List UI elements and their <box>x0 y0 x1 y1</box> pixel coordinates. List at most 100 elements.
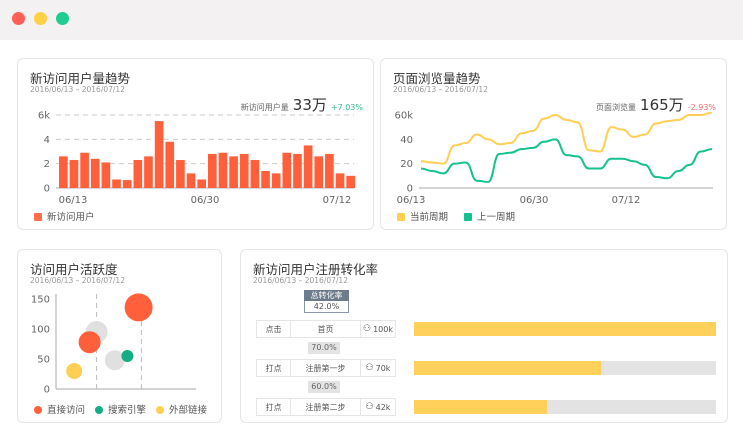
maximize-button[interactable] <box>56 12 69 25</box>
bar <box>250 160 260 188</box>
bar <box>80 152 89 188</box>
y-tick-label: 4 <box>44 135 50 146</box>
bar <box>314 156 324 188</box>
total-label: 总转化率 <box>304 290 349 301</box>
legend-swatch <box>34 213 42 221</box>
legend-swatch <box>464 213 473 221</box>
y-tick-label: 20 <box>400 159 413 170</box>
card-date: 2016/06/13 – 2016/07/12 <box>393 85 488 94</box>
legend-item[interactable]: 外部链接 <box>156 402 207 416</box>
user-icon: ⚇ <box>365 363 374 373</box>
legend: 直接访问 搜索引擎 外部链接 <box>34 402 207 416</box>
y-tick-label: 100 <box>31 325 50 336</box>
bar <box>325 153 334 188</box>
step-rate: 60.0% <box>308 381 340 393</box>
x-tick-label: 06/30 <box>520 195 549 206</box>
bar <box>59 156 68 188</box>
legend-swatch <box>95 406 104 414</box>
bar <box>133 160 143 188</box>
legend: 新访问用户 <box>34 209 95 223</box>
bubble-chart: 0 50 100 150 <box>31 293 196 396</box>
legend-swatch <box>34 406 42 414</box>
series-line <box>420 138 713 183</box>
legend-item[interactable]: 新访问用户 <box>34 209 95 223</box>
activity-card: 访问用户活跃度 2016/06/13 – 2016/07/12 0 50 100 15… <box>17 249 222 423</box>
bar-chart: 0 2 4 6k 06/13 06/30 07/12 <box>38 111 355 206</box>
user-icon: ⚇ <box>365 402 374 412</box>
kpi-value: 165万 <box>640 96 684 114</box>
step-page: 注册第二步 <box>290 398 361 416</box>
step-rate: 70.0% <box>308 342 340 354</box>
x-tick-label: 07/12 <box>323 195 352 206</box>
bar <box>293 153 302 188</box>
legend-swatch <box>397 213 405 221</box>
x-tick-label: 06/13 <box>397 195 426 206</box>
bubble <box>66 363 83 379</box>
bar <box>112 179 121 188</box>
bar <box>122 180 132 188</box>
card-title: 新访问用户量趋势 <box>30 71 131 86</box>
kpi: 页面浏览量 165万 -2.93% <box>596 94 716 115</box>
step-users-value: 70k <box>375 363 391 373</box>
bar <box>303 145 313 188</box>
bar <box>271 173 281 188</box>
card-title: 页面浏览量趋势 <box>393 71 481 86</box>
y-tick-label: 50 <box>37 355 50 366</box>
step-action: 打点 <box>256 359 291 377</box>
legend-item[interactable]: 上一周期 <box>464 209 515 223</box>
step-bar-fill <box>414 322 716 336</box>
bar <box>229 156 238 188</box>
legend-item[interactable]: 当前周期 <box>397 209 448 223</box>
bar <box>90 158 100 188</box>
card-date: 2016/06/13 – 2016/07/12 <box>30 276 125 285</box>
bar <box>239 153 249 188</box>
y-tick-label: 0 <box>44 385 50 396</box>
legend-item[interactable]: 直接访问 <box>34 402 85 416</box>
close-button[interactable] <box>12 12 25 25</box>
step-users: ⚇ 70k <box>360 359 396 377</box>
bar <box>208 153 217 188</box>
new-users-card: 新访问用户量趋势 2016/06/13 – 2016/07/12 新访问用户量 … <box>17 58 374 230</box>
title-bar <box>0 0 743 40</box>
bar <box>186 173 196 188</box>
step-action: 打点 <box>256 398 291 416</box>
legend: 当前周期 上一周期 <box>397 209 515 223</box>
bar <box>154 121 164 188</box>
total-rate: 42.0% <box>304 301 349 313</box>
card-title: 新访问用户注册转化率 <box>253 262 379 277</box>
funnel-card: 新访问用户注册转化率 2016/06/13 – 2016/07/12 总转化率 … <box>240 249 728 423</box>
bubble <box>124 293 153 322</box>
legend-item[interactable]: 搜索引擎 <box>95 402 146 416</box>
card-date: 2016/06/13 – 2016/07/12 <box>30 85 125 94</box>
step-bar-fill <box>414 361 602 375</box>
kpi-label: 新访问用户量 <box>240 103 289 112</box>
x-tick-label: 07/12 <box>612 195 641 206</box>
y-tick-label: 0 <box>407 184 413 195</box>
step-bar <box>414 400 716 414</box>
bubble <box>78 331 101 354</box>
kpi: 新访问用户量 33万 +7.03% <box>241 94 363 115</box>
step-bar-fill <box>414 400 547 414</box>
minimize-button[interactable] <box>34 12 47 25</box>
bar <box>176 160 185 188</box>
kpi-change: -2.93% <box>687 103 716 112</box>
bar <box>282 152 292 188</box>
bar <box>218 152 228 188</box>
pageviews-card: 页面浏览量趋势 2016/06/13 – 2016/07/12 页面浏览量 16… <box>380 58 727 230</box>
legend-label: 直接访问 <box>47 405 86 416</box>
bar <box>165 141 175 188</box>
legend-swatch <box>156 406 165 414</box>
x-tick-label: 06/30 <box>191 195 220 206</box>
bubble <box>104 350 125 371</box>
bar <box>144 156 153 188</box>
series-line <box>420 111 713 165</box>
bar <box>69 160 79 188</box>
user-icon: ⚇ <box>363 324 372 334</box>
step-bar <box>414 361 716 375</box>
step-action: 点击 <box>256 320 291 338</box>
y-tick-label: 150 <box>31 295 50 306</box>
legend-label: 外部链接 <box>169 405 208 416</box>
legend-label: 搜索引擎 <box>108 405 147 416</box>
step-users: ⚇ 100k <box>360 320 396 338</box>
kpi-value: 33万 <box>292 96 327 114</box>
